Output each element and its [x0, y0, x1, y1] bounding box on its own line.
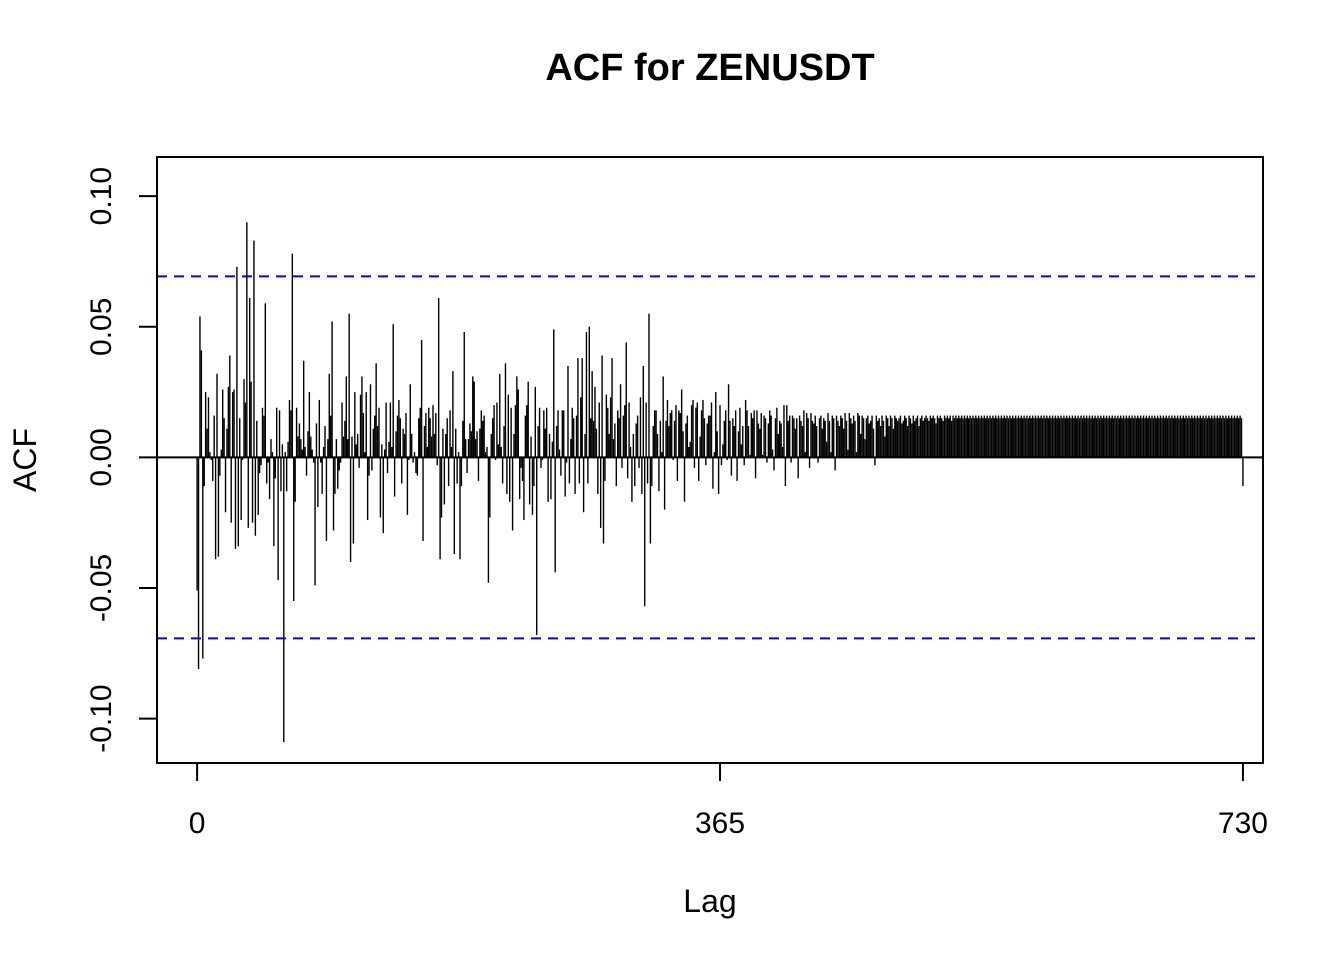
y-axis-label: ACF [7, 428, 43, 492]
x-axis-label: Lag [683, 883, 736, 919]
x-tick-label: 730 [1218, 807, 1268, 840]
y-tick-label: 0.05 [85, 298, 118, 356]
x-tick-label: 365 [695, 807, 745, 840]
y-tick-label: 0.00 [85, 428, 118, 486]
plot-area [157, 222, 1263, 743]
y-tick-label: -0.05 [85, 554, 118, 622]
y-tick-label: 0.10 [85, 167, 118, 225]
x-tick-label: 0 [189, 807, 206, 840]
x-axis: 0 365 730 [189, 762, 1268, 840]
chart-title: ACF for ZENUSDT [545, 47, 874, 89]
y-tick-label: -0.10 [85, 684, 118, 752]
y-axis: -0.10 -0.05 0.00 0.05 0.10 [85, 167, 158, 753]
